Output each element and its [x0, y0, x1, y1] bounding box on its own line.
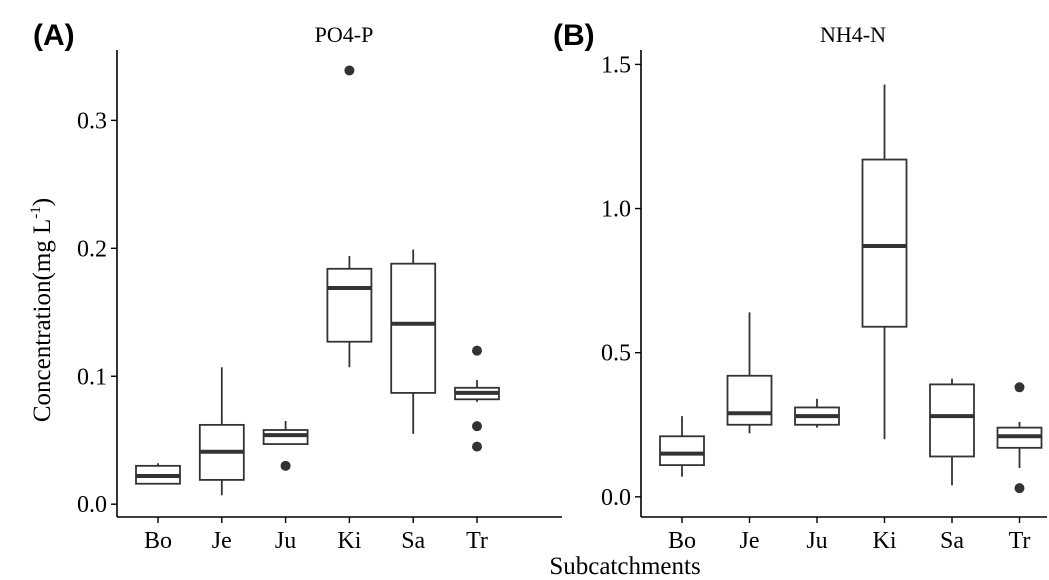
y-axis-title-close: ): [29, 198, 56, 206]
outlier-point: [472, 441, 482, 452]
panel-b-box-sa: [929, 378, 975, 486]
panel-a-x-tick-label-ki: Ki: [337, 528, 361, 554]
panel-b-y-tick-label: 0.0: [601, 485, 631, 511]
panel-b-y-ticks: 0.0 0.5 1.0 1.5: [601, 52, 641, 511]
iqr-box: [659, 435, 705, 467]
outlier-point: [472, 421, 482, 432]
x-axis-title: Subcatchments: [549, 553, 700, 580]
panel-a-box-bo: [135, 463, 181, 485]
panel-a-x-ticks: Bo Je Ju Ki Sa Tr: [144, 517, 488, 554]
panel-a-y-tick-label: 0.1: [77, 364, 107, 390]
panel-a-box-ki: [326, 65, 373, 368]
panel-a-box-je: [198, 367, 245, 496]
panel-a-x-tick-label-je: Je: [212, 528, 232, 554]
panel-a-box-ju: [262, 421, 309, 471]
panel-b-x-tick-label-tr: Tr: [1009, 528, 1031, 554]
panel-a-y-tick-label: 0.3: [77, 108, 107, 134]
panel-b-box-ju: [794, 398, 840, 428]
panel-a: (A) PO4-P 0.0 0.1 0.2 0.3 Bo Je Ju Ki Sa Tr: [33, 19, 562, 554]
panel-b-box-bo: [659, 416, 705, 477]
panel-a-x-tick-label-sa: Sa: [401, 528, 425, 554]
panel-b-y-tick-label: 0.5: [601, 341, 631, 367]
panel-b: (B) NH4-N 0.0 0.5 1.0 1.5 Bo Je Ju Ki Sa Tr: [553, 19, 1047, 554]
panel-b-box-tr: [996, 382, 1043, 494]
panel-a-tag: (A): [33, 19, 75, 52]
panel-a-marks: [135, 65, 500, 496]
y-axis-title: Concentration(mg L-1): [28, 198, 56, 422]
panel-b-x-tick-label-ju: Ju: [806, 528, 827, 554]
panel-a-y-tick-label: 0.0: [77, 492, 107, 518]
panel-b-title: NH4-N: [820, 22, 886, 47]
panel-b-x-tick-label-ki: Ki: [873, 528, 897, 554]
y-axis-title-superscript: -1: [28, 206, 44, 219]
panel-a-x-tick-label-ju: Ju: [275, 528, 296, 554]
panel-b-box-ki: [861, 84, 908, 440]
panel-b-x-tick-label-sa: Sa: [940, 528, 964, 554]
panel-b-y-tick-label: 1.0: [601, 197, 631, 223]
panel-a-x-tick-label-bo: Bo: [144, 528, 172, 554]
iqr-box: [929, 383, 975, 458]
outlier-point: [472, 345, 482, 356]
panel-b-x-tick-label-bo: Bo: [668, 528, 696, 554]
panel-b-y-tick-label: 1.5: [601, 52, 631, 78]
panel-a-y-tick-label: 0.2: [77, 236, 107, 262]
panel-a-y-ticks: 0.0 0.1 0.2 0.3: [77, 108, 117, 518]
panel-b-marks: [659, 84, 1043, 494]
iqr-box: [390, 262, 437, 394]
y-axis-title-main: Concentration(mg L: [29, 219, 56, 422]
outlier-point: [344, 65, 355, 76]
panel-a-box-tr: [454, 345, 500, 452]
panel-b-box-je: [726, 312, 773, 434]
outlier-point: [1014, 382, 1025, 393]
iqr-box: [326, 267, 373, 343]
panel-a-title: PO4-P: [315, 22, 374, 47]
panel-b-tag: (B): [553, 19, 595, 52]
iqr-box: [726, 374, 773, 426]
iqr-box: [861, 158, 908, 328]
panel-a-x-tick-label-tr: Tr: [466, 528, 488, 554]
outlier-point: [280, 460, 291, 471]
panel-a-box-sa: [390, 249, 437, 434]
panel-b-x-ticks: Bo Je Ju Ki Sa Tr: [668, 517, 1030, 554]
panel-b-x-tick-label-je: Je: [740, 528, 760, 554]
outlier-point: [1014, 483, 1025, 494]
